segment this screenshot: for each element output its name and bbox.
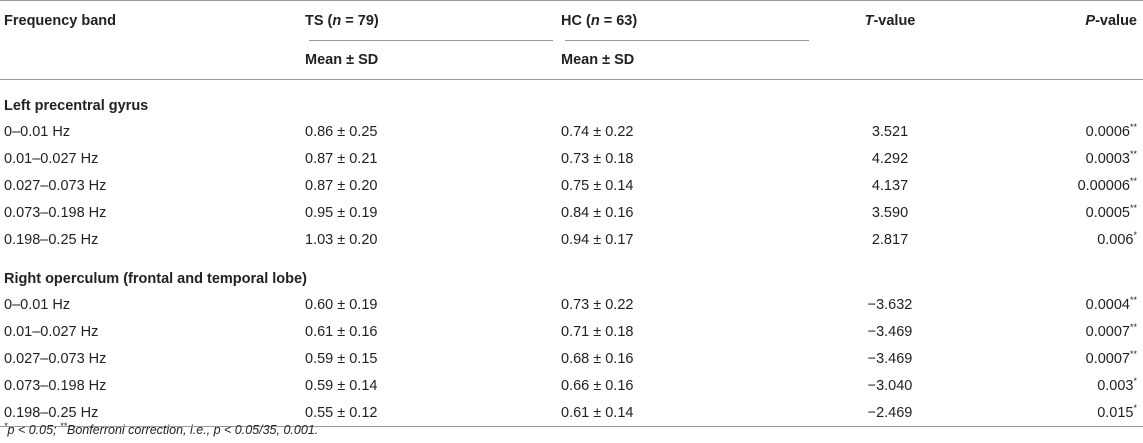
- cell-hc: 0.73 ± 0.18: [561, 150, 634, 167]
- table-row: 0.027–0.073 Hz 0.59 ± 0.15 0.68 ± 0.16 −…: [0, 345, 1143, 372]
- cell-band: 0.027–0.073 Hz: [4, 177, 107, 194]
- table-row: 0.01–0.027 Hz 0.61 ± 0.16 0.71 ± 0.18 −3…: [0, 318, 1143, 345]
- cell-band: 0.01–0.027 Hz: [4, 323, 99, 340]
- cell-ts: 0.60 ± 0.19: [305, 296, 378, 313]
- section-header: Right operculum (frontal and temporal lo…: [4, 271, 307, 287]
- cell-t: −2.469: [867, 404, 913, 421]
- cell-p: 0.015*: [1097, 402, 1137, 421]
- cell-ts: 0.55 ± 0.12: [305, 404, 378, 421]
- cell-hc: 0.68 ± 0.16: [561, 350, 634, 367]
- subheader-ts-mean-sd: Mean ± SD: [303, 41, 559, 80]
- cell-band: 0.198–0.25 Hz: [4, 404, 99, 421]
- table-row: 0–0.01 Hz 0.86 ± 0.25 0.74 ± 0.22 3.521 …: [0, 118, 1143, 145]
- table-row: 0.198–0.25 Hz 0.55 ± 0.12 0.61 ± 0.14 −2…: [0, 399, 1143, 427]
- cell-t: −3.469: [867, 350, 913, 367]
- cell-p: 0.0007**: [1085, 321, 1137, 340]
- cell-p: 0.0003**: [1085, 148, 1137, 167]
- cell-t: 3.521: [871, 123, 909, 140]
- table-row: 0.198–0.25 Hz 1.03 ± 0.20 0.94 ± 0.17 2.…: [0, 226, 1143, 253]
- cell-p: 0.0005**: [1085, 202, 1137, 221]
- header-ts: TS (n = 79): [303, 1, 559, 42]
- cell-t: 4.137: [871, 177, 909, 194]
- cell-ts: 0.87 ± 0.21: [305, 150, 378, 167]
- cell-hc: 0.75 ± 0.14: [561, 177, 634, 194]
- cell-ts: 0.61 ± 0.16: [305, 323, 378, 340]
- cell-band: 0.027–0.073 Hz: [4, 350, 107, 367]
- header-hc: HC (n = 63): [559, 1, 815, 42]
- cell-hc: 0.66 ± 0.16: [561, 377, 634, 394]
- cell-ts: 0.86 ± 0.25: [305, 123, 378, 140]
- cell-p: 0.0004**: [1085, 294, 1137, 313]
- cell-band: 0–0.01 Hz: [4, 123, 71, 140]
- cell-p: 0.0007**: [1085, 348, 1137, 367]
- cell-hc: 0.84 ± 0.16: [561, 204, 634, 221]
- section-header: Left precentral gyrus: [4, 98, 149, 114]
- cell-t: 3.590: [871, 204, 909, 221]
- cell-band: 0.01–0.027 Hz: [4, 150, 99, 167]
- cell-hc: 0.71 ± 0.18: [561, 323, 634, 340]
- table-row: 0.027–0.073 Hz 0.87 ± 0.20 0.75 ± 0.14 4…: [0, 172, 1143, 199]
- cell-p: 0.003*: [1097, 375, 1137, 394]
- table-row: 0.073–0.198 Hz 0.59 ± 0.14 0.66 ± 0.16 −…: [0, 372, 1143, 399]
- table-row: 0.01–0.027 Hz 0.87 ± 0.21 0.73 ± 0.18 4.…: [0, 145, 1143, 172]
- table-row: 0–0.01 Hz 0.60 ± 0.19 0.73 ± 0.22 −3.632…: [0, 291, 1143, 318]
- cell-hc: 0.73 ± 0.22: [561, 296, 634, 313]
- table-footnote: *p < 0.05; **Bonferroni correction, i.e.…: [4, 420, 319, 437]
- cell-p: 0.0006**: [1085, 121, 1137, 140]
- cell-ts: 0.59 ± 0.14: [305, 377, 378, 394]
- cell-t: −3.632: [867, 296, 913, 313]
- cell-t: 4.292: [871, 150, 909, 167]
- cell-band: 0–0.01 Hz: [4, 296, 71, 313]
- cell-band: 0.073–0.198 Hz: [4, 204, 107, 221]
- header-p-value: P-value: [1085, 13, 1137, 29]
- cell-band: 0.198–0.25 Hz: [4, 231, 99, 248]
- cell-ts: 1.03 ± 0.20: [305, 231, 378, 248]
- table-body: Left precentral gyrus 0–0.01 Hz 0.86 ± 0…: [0, 80, 1143, 437]
- header-t-value: T-value: [864, 13, 916, 29]
- cell-ts: 0.59 ± 0.15: [305, 350, 378, 367]
- cell-p: 0.00006**: [1077, 175, 1137, 194]
- cell-hc: 0.61 ± 0.14: [561, 404, 634, 421]
- cell-ts: 0.87 ± 0.20: [305, 177, 378, 194]
- cell-t: −3.040: [867, 377, 913, 394]
- subheader-hc-mean-sd: Mean ± SD: [559, 41, 815, 80]
- cell-p: 0.006*: [1097, 229, 1137, 248]
- cell-t: −3.469: [867, 323, 913, 340]
- cell-ts: 0.95 ± 0.19: [305, 204, 378, 221]
- cell-hc: 0.74 ± 0.22: [561, 123, 634, 140]
- cell-t: 2.817: [871, 231, 909, 248]
- cell-band: 0.073–0.198 Hz: [4, 377, 107, 394]
- header-frequency-band: Frequency band: [4, 13, 116, 29]
- table-row: 0.073–0.198 Hz 0.95 ± 0.19 0.84 ± 0.16 3…: [0, 199, 1143, 226]
- cell-hc: 0.94 ± 0.17: [561, 231, 634, 248]
- subheader-row: Mean ± SD Mean ± SD: [0, 41, 1143, 80]
- header-row: Frequency band TS (n = 79) HC (n = 63) T…: [0, 0, 1143, 42]
- table-bottom-rule: [0, 426, 1143, 437]
